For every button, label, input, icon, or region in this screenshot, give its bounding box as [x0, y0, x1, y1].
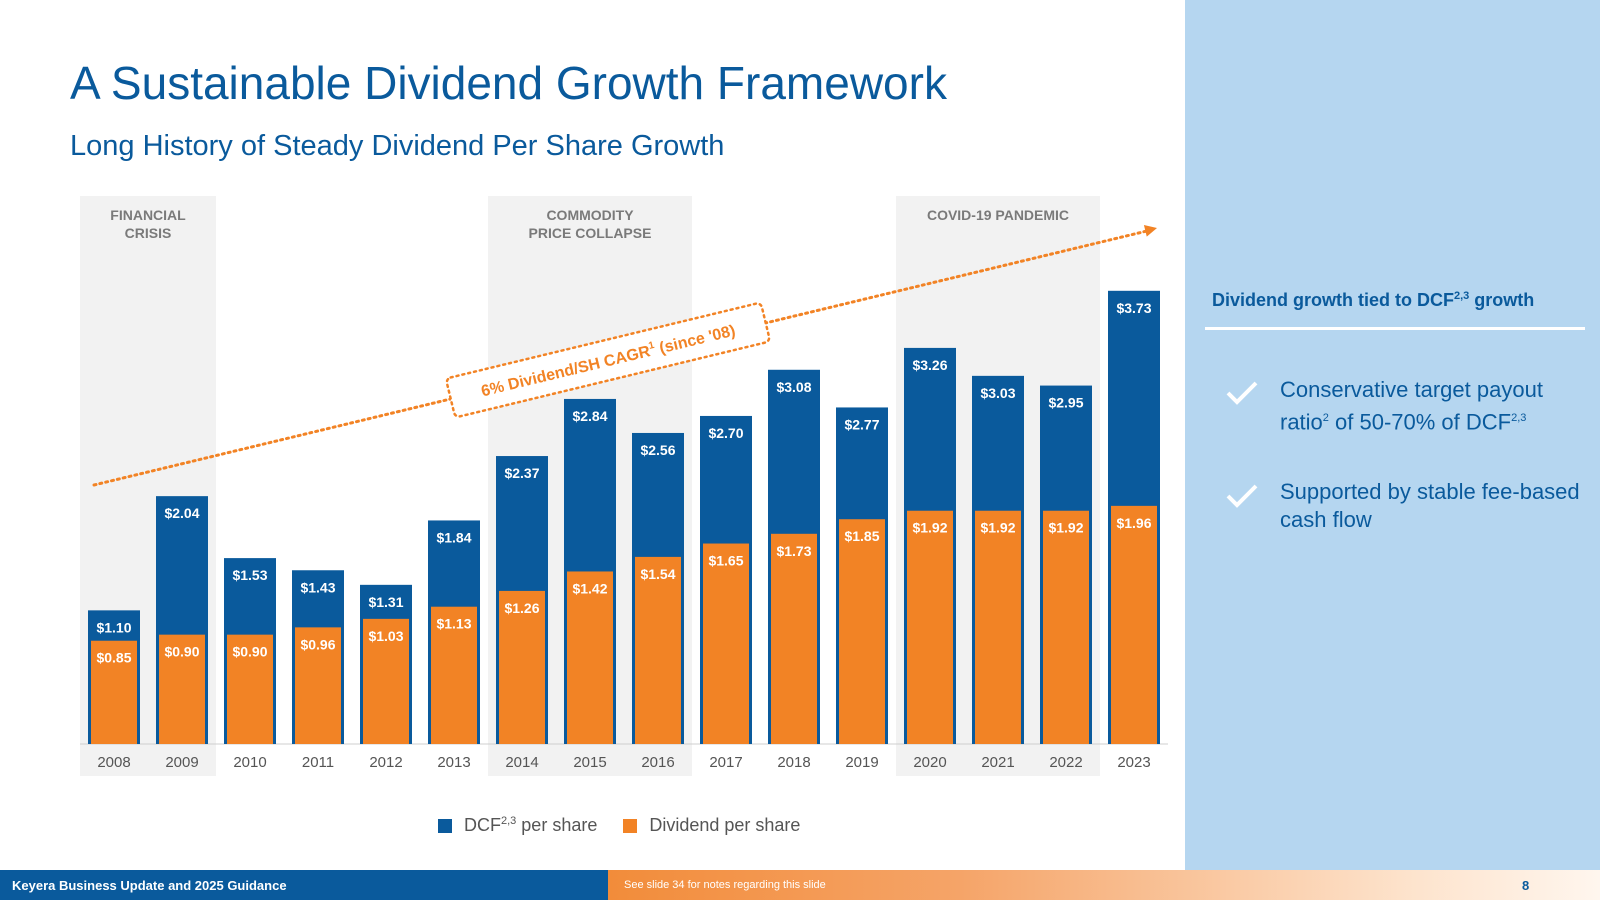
data-label-dcf: $3.03 — [980, 385, 1015, 401]
x-tick-label: 2008 — [97, 754, 130, 771]
bullet-stable-cash-flow: Supported by stable fee-based cash flow — [1280, 479, 1580, 532]
legend-item-dcf: DCF2,3 per share — [438, 815, 597, 836]
check-icon — [1226, 381, 1258, 405]
shaded-period-label: CRISIS — [125, 225, 172, 241]
trend-arrow-head — [1143, 224, 1157, 237]
legend-label-dcf: DCF2,3 per share — [464, 815, 598, 835]
side-divider — [1205, 327, 1585, 330]
data-label-dividend: $1.92 — [912, 520, 947, 536]
bar-dividend-2023 — [1111, 505, 1157, 744]
bar-dividend-2019 — [839, 519, 885, 744]
bar-dividend-2014 — [499, 590, 545, 744]
data-label-dividend: $0.96 — [300, 636, 335, 652]
bar-dividend-2018 — [771, 533, 817, 744]
x-tick-label: 2011 — [302, 754, 334, 771]
data-label-dcf: $1.10 — [96, 619, 131, 635]
data-label-dividend: $1.65 — [708, 553, 743, 569]
bar-dividend-2010 — [227, 634, 273, 744]
data-label-dividend: $1.85 — [844, 528, 879, 544]
chart-legend: DCF2,3 per share Dividend per share — [438, 815, 800, 836]
x-tick-label: 2019 — [845, 754, 878, 771]
data-label-dcf: $1.53 — [232, 567, 267, 583]
bar-dividend-2013 — [431, 606, 477, 744]
data-label-dcf: $2.84 — [572, 408, 607, 424]
bar-dividend-2022 — [1043, 510, 1089, 744]
page-subtitle: Long History of Steady Dividend Per Shar… — [70, 130, 725, 162]
data-label-dividend: $1.42 — [572, 580, 607, 596]
bar-dividend-2015 — [567, 571, 613, 744]
legend-label-dividend: Dividend per share — [649, 815, 801, 835]
data-label-dcf: $2.70 — [708, 425, 743, 441]
data-label-dividend: $1.92 — [1048, 520, 1083, 536]
check-icon — [1226, 484, 1258, 508]
data-label-dcf: $3.08 — [776, 379, 811, 395]
cagr-annotation-box — [445, 302, 771, 418]
data-label-dividend: $0.90 — [232, 644, 267, 660]
data-label-dividend: $1.54 — [640, 566, 675, 582]
x-tick-label: 2021 — [981, 754, 1014, 771]
data-label-dcf: $2.04 — [164, 505, 199, 521]
data-label-dividend: $1.92 — [980, 520, 1015, 536]
legend-swatch-dcf — [438, 818, 452, 833]
x-tick-label: 2018 — [777, 754, 810, 771]
x-tick-label: 2015 — [573, 754, 606, 771]
shaded-period-label: COVID-19 PANDEMIC — [927, 207, 1069, 223]
data-label-dividend: $1.13 — [436, 616, 471, 632]
bar-dividend-2021 — [975, 510, 1021, 744]
side-panel: Dividend growth tied to DCF2,3 growth Co… — [1185, 0, 1600, 870]
shaded-period-label: FINANCIAL — [110, 207, 186, 223]
data-label-dcf: $2.56 — [640, 442, 675, 458]
shaded-period-label: PRICE COLLAPSE — [529, 225, 652, 241]
x-tick-label: 2022 — [1049, 754, 1082, 771]
bar-dividend-2009 — [159, 634, 205, 744]
footer-title: Keyera Business Update and 2025 Guidance — [12, 878, 287, 893]
x-tick-label: 2014 — [505, 754, 538, 771]
page-number: 8 — [1522, 878, 1530, 893]
data-label-dividend: $0.85 — [96, 650, 131, 666]
data-label-dcf: $1.31 — [368, 594, 403, 610]
data-label-dividend: $0.90 — [164, 644, 199, 660]
data-label-dividend: $1.03 — [368, 628, 403, 644]
x-tick-label: 2016 — [641, 754, 674, 771]
data-label-dcf: $1.84 — [436, 529, 471, 545]
bar-dividend-2016 — [635, 556, 681, 744]
data-label-dcf: $2.77 — [844, 416, 879, 432]
x-tick-label: 2013 — [437, 754, 470, 771]
x-tick-label: 2010 — [233, 754, 266, 771]
trend-arrow-line — [92, 228, 1153, 487]
dividend-chart: FINANCIAL CRISIS COMMODITY PRICE COLLAPSE CO… — [80, 196, 1168, 776]
x-tick-label: 2012 — [369, 754, 402, 771]
bar-dividend-2017 — [703, 543, 749, 744]
page-title: A Sustainable Dividend Growth Framework — [70, 57, 947, 109]
x-tick-label: 2020 — [913, 754, 946, 771]
data-label-dcf: $1.43 — [300, 579, 335, 595]
footer-bar: Keyera Business Update and 2025 Guidance… — [0, 870, 1600, 900]
legend-item-dividend: Dividend per share — [623, 815, 800, 836]
x-tick-label: 2009 — [165, 754, 198, 771]
data-label-dcf: $2.37 — [504, 465, 539, 481]
data-label-dividend: $1.73 — [776, 543, 811, 559]
data-label-dcf: $3.26 — [912, 357, 947, 373]
bar-dividend-2011 — [295, 627, 341, 744]
footer-note: See slide 34 for notes regarding this sl… — [624, 879, 826, 891]
bar-dividend-2020 — [907, 510, 953, 744]
data-label-dividend: $1.26 — [504, 600, 539, 616]
shaded-period-label: COMMODITY — [546, 207, 634, 223]
x-tick-label: 2023 — [1117, 754, 1150, 771]
data-label-dcf: $2.95 — [1048, 395, 1083, 411]
legend-swatch-dividend — [623, 818, 638, 833]
bullet-payout-ratio: Conservative target payout ratio2 of 50-… — [1280, 377, 1543, 435]
data-label-dividend: $1.96 — [1116, 515, 1151, 531]
bar-dividend-2012 — [363, 618, 409, 744]
side-heading: Dividend growth tied to DCF2,3 growth — [1212, 290, 1535, 310]
x-tick-label: 2017 — [709, 754, 742, 771]
bar-dividend-2008 — [91, 640, 137, 744]
data-label-dcf: $3.73 — [1116, 300, 1151, 316]
